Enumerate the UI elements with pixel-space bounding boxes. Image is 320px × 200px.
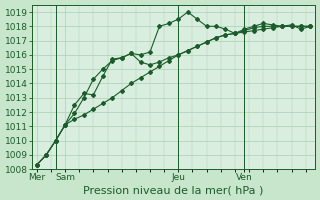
X-axis label: Pression niveau de la mer( hPa ): Pression niveau de la mer( hPa ) bbox=[84, 185, 264, 195]
